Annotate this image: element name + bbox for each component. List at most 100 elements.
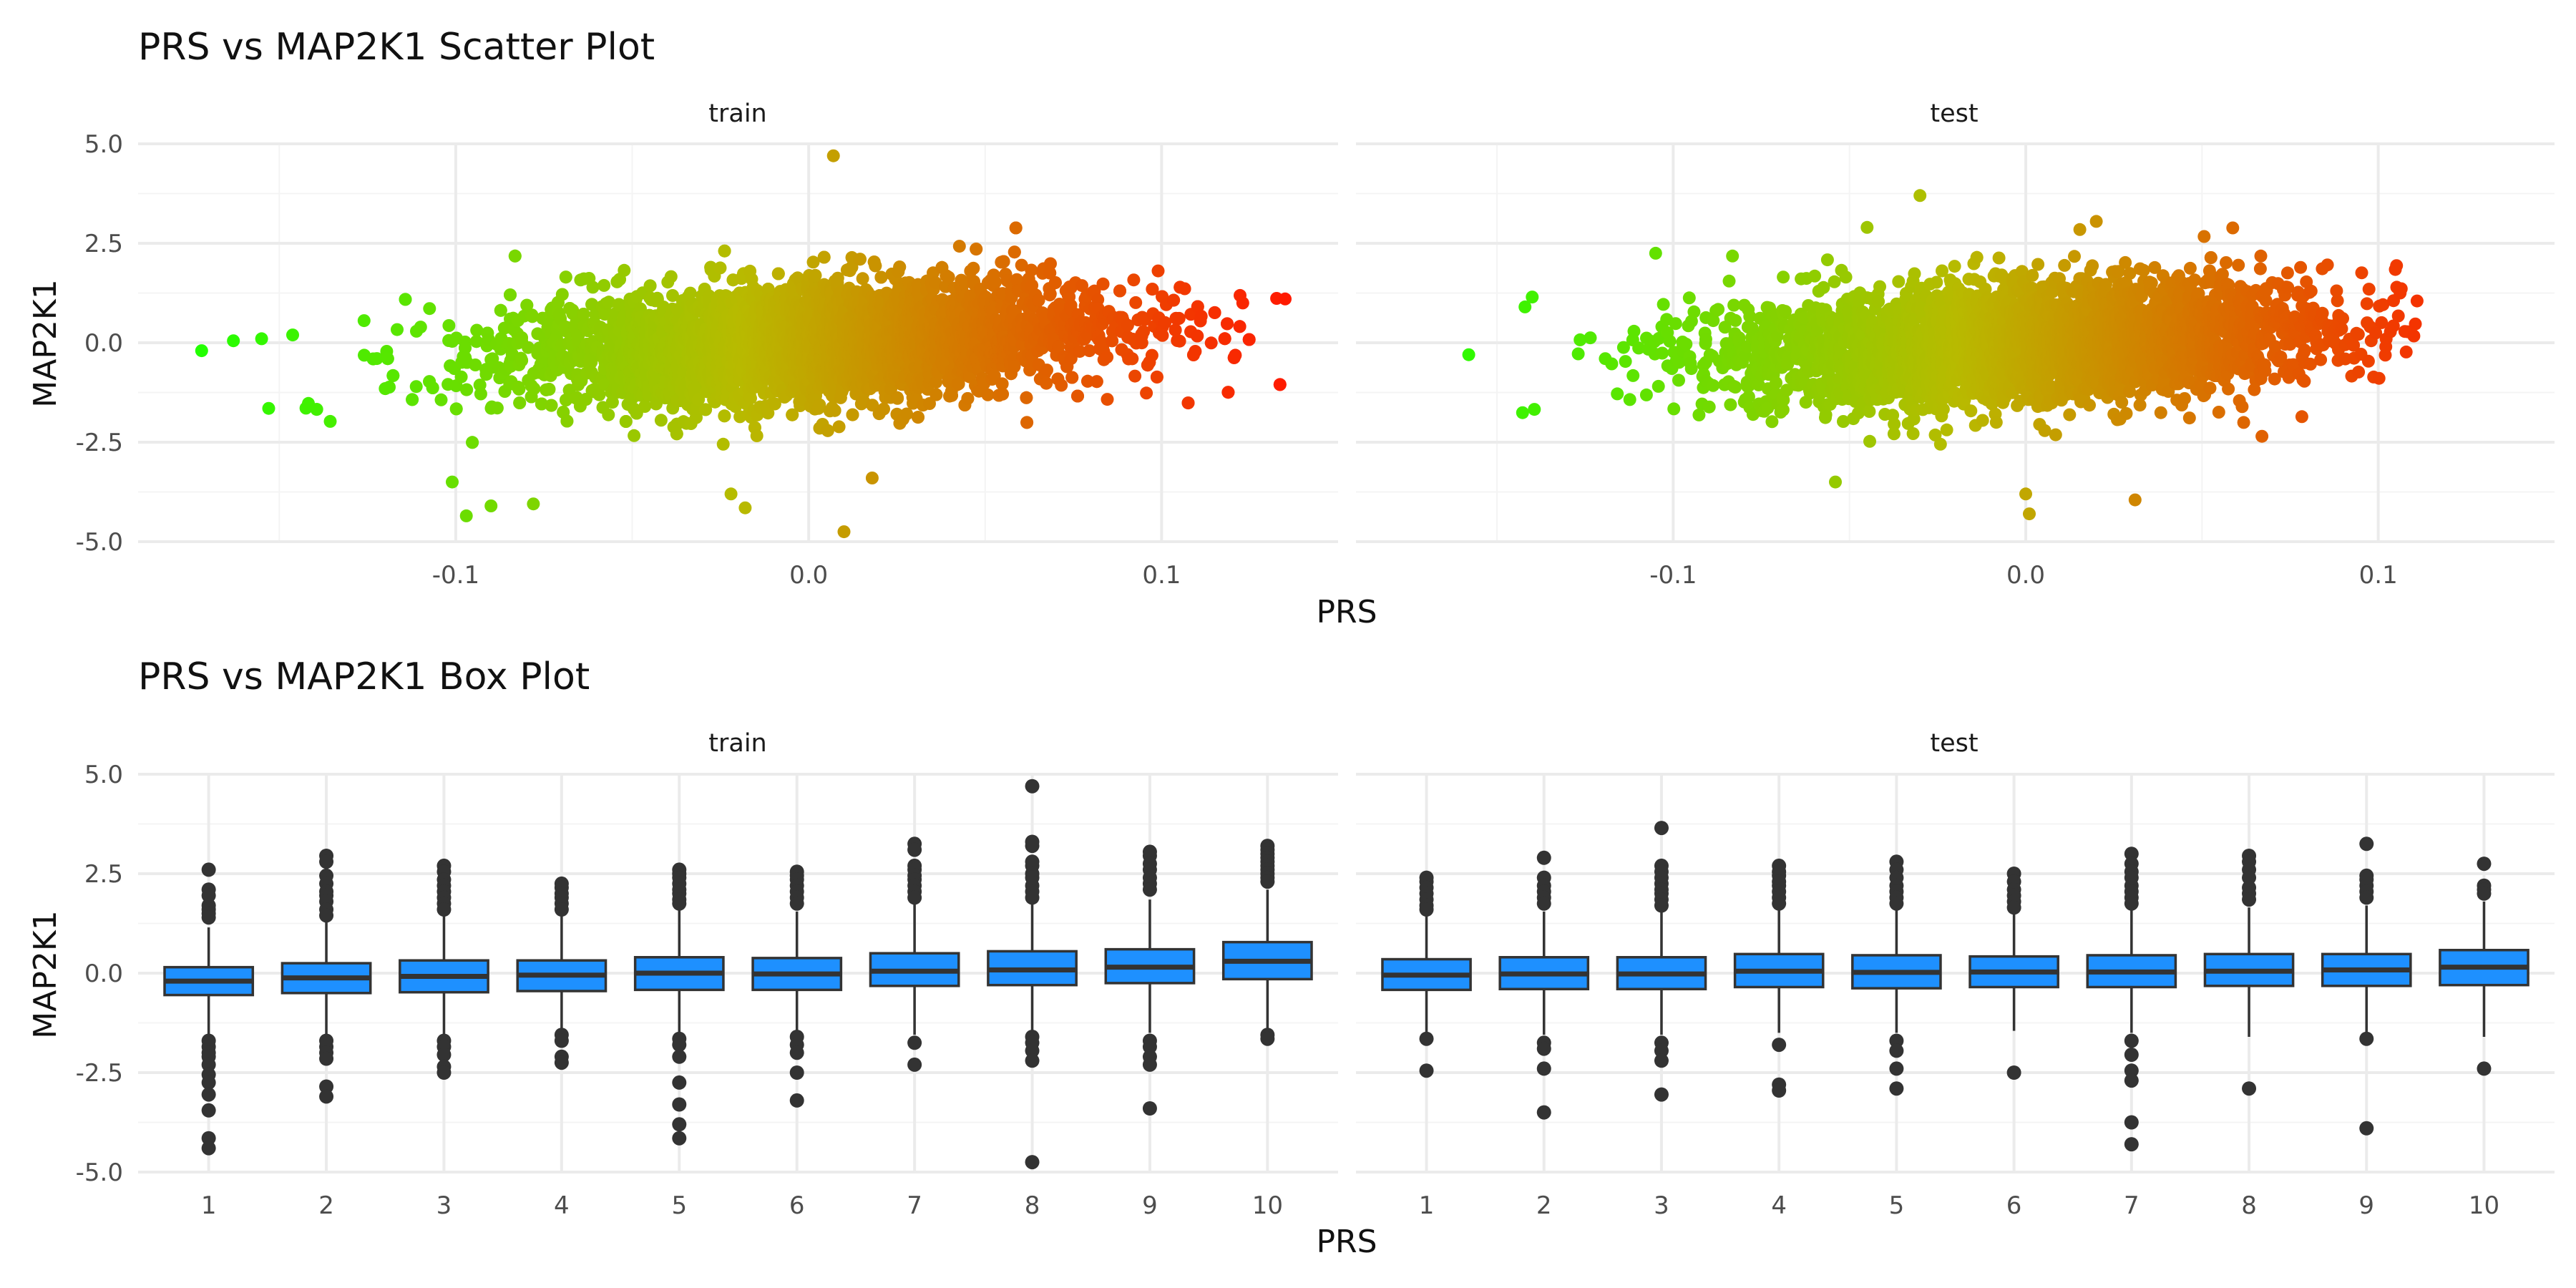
scatter-point [1020,391,1033,404]
scatter-point [459,341,472,355]
scatter-point [832,420,846,434]
scatter-point [527,497,540,511]
scatter-point [484,499,498,512]
scatter-point [718,244,731,258]
scatter-point [996,387,1010,401]
scatter-point [469,358,482,371]
scatter-point [1032,293,1045,307]
scatter-facet-train-label: train [708,99,766,128]
scatter-point [434,393,448,406]
scatter-point [399,293,412,306]
scatter-point [470,323,484,337]
scatter-point [508,249,522,263]
scatter-point [560,394,572,406]
scatter-point [515,353,529,367]
scatter-point [961,392,975,405]
scatter-point [466,436,479,449]
scatter-point [526,310,539,323]
scatter-point [512,382,526,396]
scatter-point [744,391,757,405]
scatter-point [900,407,914,421]
scatter-point [942,270,955,284]
scatter-point [952,240,966,253]
scatter-point [891,391,904,405]
scatter-facet-test-label: test [1930,99,1978,128]
scatter-point [602,296,615,309]
scatter-point [718,409,731,423]
scatter-point [227,334,240,348]
scatter-point [664,270,678,283]
scatter-point [846,408,859,421]
scatter-point [981,388,995,401]
scatter-point [423,302,436,316]
scatter-point [643,279,657,293]
scatter-point [853,253,867,266]
scatter-point [1008,360,1021,374]
scatter-point [750,429,763,442]
scatter-point [967,261,980,275]
scatter-point [585,298,599,311]
scatter-point [520,298,534,312]
scatter-point [1020,416,1034,429]
scatter-point [1008,245,1021,259]
scatter-point [559,270,572,284]
scatter-point [597,278,611,292]
scatter-point [383,381,396,394]
scatter-point [1025,263,1038,277]
scatter-point [869,259,882,273]
scatter-point [738,501,752,514]
scatter-point [474,387,487,401]
scatter-point [391,323,404,336]
scatter-point [602,408,615,421]
scatter-point [666,289,679,302]
scatter-point [1048,276,1062,289]
scatter-point [1040,376,1053,390]
scatter-point [370,352,384,366]
scatter-point [683,286,697,300]
scatter-point [357,314,371,328]
box-plot-title: PRS vs MAP2K1 Box Plot [138,655,590,698]
box-facet-test-label: test [1930,729,1978,758]
scatter-point [560,414,574,428]
scatter-point [586,280,600,294]
scatter-point [997,255,1010,268]
scatter-point [535,397,548,411]
scatter-point [1009,221,1023,235]
scatter-point [828,404,841,417]
scatter-point [460,383,474,396]
scatter-point [1040,364,1053,377]
scatter-point [442,319,456,332]
scatter-point [1044,257,1057,270]
scatter-point [930,388,943,401]
box-facet-train-label: train [708,729,766,758]
scatter-point [821,424,834,437]
scatter-point [837,525,851,539]
scatter-point [262,401,275,415]
scatter-point [654,414,668,427]
scatter-point [513,396,527,409]
scatter-point [255,332,268,346]
scatter-point [856,272,869,286]
scatter-point [598,308,612,321]
scatter-point [585,353,598,366]
scatter-point [970,243,983,256]
scatter-point [310,403,323,416]
scatter-point [449,402,463,416]
scatter-point [670,427,683,441]
scatter-point [195,344,208,358]
scatter-point [386,369,400,382]
scatter-point [988,275,1002,289]
scatter-point [446,475,459,489]
scatter-point [426,381,439,394]
scatter-plot-title: PRS vs MAP2K1 Scatter Plot [138,26,655,69]
scatter-point [454,370,468,384]
scatter-point [724,487,738,501]
scatter-point [771,267,785,280]
scatter-point [542,383,556,396]
scatter-point [494,303,507,317]
scatter-point [619,415,633,428]
scatter-panel-train [138,142,1338,543]
scatter-point [1055,379,1068,392]
scatter-point [286,328,299,342]
